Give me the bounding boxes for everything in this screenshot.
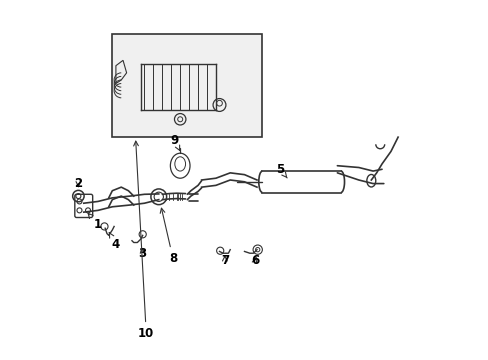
Text: 2: 2 <box>74 177 82 190</box>
Text: 7: 7 <box>221 254 228 267</box>
Text: 5: 5 <box>276 163 286 178</box>
Text: 3: 3 <box>138 247 146 260</box>
Text: 8: 8 <box>160 208 177 265</box>
Text: 10: 10 <box>133 141 154 340</box>
Text: 4: 4 <box>109 233 120 251</box>
Text: 9: 9 <box>170 134 180 150</box>
Text: 1: 1 <box>88 213 102 231</box>
Bar <box>112 33 262 137</box>
Text: 6: 6 <box>250 254 259 267</box>
